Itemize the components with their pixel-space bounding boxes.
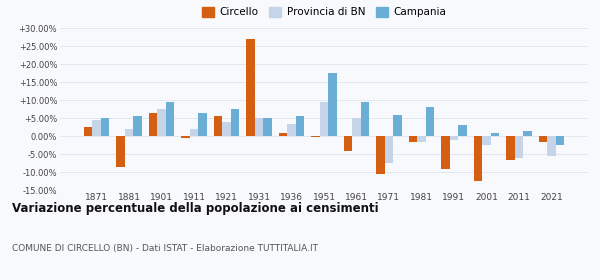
Bar <box>482 136 491 145</box>
Bar <box>263 118 272 136</box>
Bar <box>320 102 328 136</box>
Bar <box>425 108 434 136</box>
Bar <box>523 131 532 136</box>
Text: Variazione percentuale della popolazione ai censimenti: Variazione percentuale della popolazione… <box>12 202 379 214</box>
Bar <box>133 116 142 136</box>
Bar <box>361 102 369 136</box>
Bar <box>474 136 482 181</box>
Bar <box>296 116 304 136</box>
Bar <box>515 136 523 158</box>
Bar <box>247 39 255 136</box>
Bar <box>223 122 231 136</box>
Bar <box>181 136 190 138</box>
Bar <box>344 136 352 151</box>
Bar <box>116 136 125 167</box>
Bar <box>84 127 92 136</box>
Bar <box>190 129 199 136</box>
Bar <box>92 120 101 136</box>
Bar <box>279 133 287 136</box>
Bar <box>166 102 174 136</box>
Bar <box>149 113 157 136</box>
Bar <box>199 113 207 136</box>
Bar <box>352 118 361 136</box>
Bar <box>328 73 337 136</box>
Bar <box>255 118 263 136</box>
Bar <box>491 133 499 136</box>
Bar <box>376 136 385 174</box>
Bar <box>547 136 556 156</box>
Bar <box>449 136 458 140</box>
Bar <box>441 136 449 169</box>
Bar <box>311 136 320 137</box>
Text: COMUNE DI CIRCELLO (BN) - Dati ISTAT - Elaborazione TUTTITALIA.IT: COMUNE DI CIRCELLO (BN) - Dati ISTAT - E… <box>12 244 318 253</box>
Bar <box>287 124 296 136</box>
Bar <box>556 136 564 145</box>
Bar <box>385 136 393 163</box>
Bar <box>231 109 239 136</box>
Legend: Circello, Provincia di BN, Campania: Circello, Provincia di BN, Campania <box>200 5 448 20</box>
Bar <box>125 129 133 136</box>
Bar <box>157 109 166 136</box>
Bar <box>101 118 109 136</box>
Bar <box>409 136 417 142</box>
Bar <box>393 115 401 136</box>
Bar <box>539 136 547 142</box>
Bar <box>458 125 467 136</box>
Bar <box>214 116 223 136</box>
Bar <box>506 136 515 160</box>
Bar <box>417 136 425 142</box>
